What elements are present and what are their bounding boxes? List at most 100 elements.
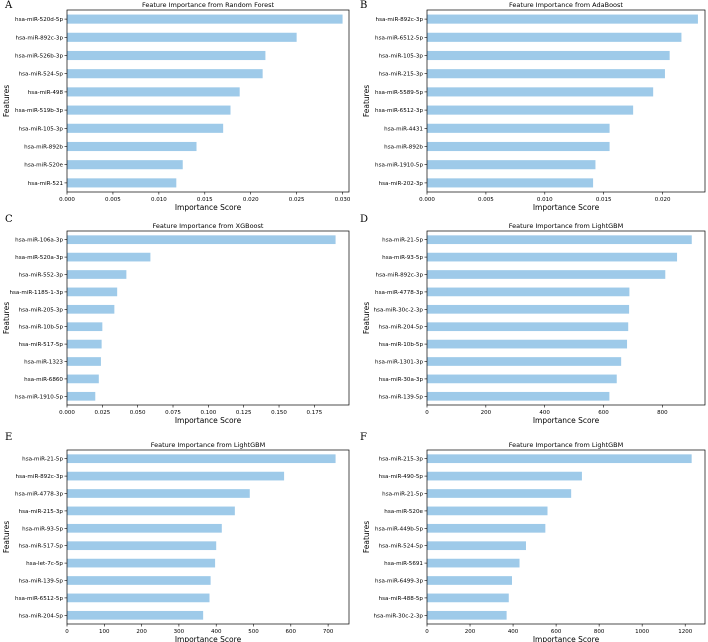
- y-tick-label: hsa-miR-5589-5p: [375, 90, 423, 96]
- y-tick-label: hsa-miR-215-3p: [379, 72, 424, 78]
- x-tick-label: 0.175: [306, 410, 322, 416]
- y-tick-label: hsa-miR-892b: [384, 145, 423, 151]
- x-tick-label: 800: [594, 629, 605, 635]
- y-tick-label: hsa-miR-93-5p: [22, 526, 63, 532]
- x-tick-label: 700: [323, 629, 334, 635]
- bar: [67, 374, 99, 384]
- panel-letter: A: [4, 0, 13, 11]
- y-tick-label: hsa-miR-519b-3p: [15, 108, 63, 114]
- x-tick-label: 200: [481, 410, 492, 416]
- bar: [67, 357, 101, 366]
- x-axis-label: Importance Score: [533, 203, 600, 212]
- plot-frame: [426, 449, 706, 625]
- y-tick-label: hsa-miR-892c-3p: [16, 474, 64, 480]
- bar: [67, 322, 103, 332]
- bar: [427, 178, 594, 188]
- bar: [67, 339, 102, 349]
- bar: [427, 391, 610, 401]
- bar: [427, 454, 692, 464]
- x-tick-label: 300: [174, 629, 185, 635]
- x-tick-label: 0.015: [596, 197, 612, 203]
- y-tick-label: hsa-let-7c-5p: [26, 561, 63, 567]
- x-tick-label: 400: [211, 629, 222, 635]
- y-tick-label: hsa-miR-892c-3p: [376, 273, 424, 279]
- bar: [67, 235, 336, 245]
- bar: [67, 69, 263, 79]
- y-tick-label: hsa-miR-10b-5p: [19, 325, 64, 331]
- bar: [427, 541, 526, 551]
- bar: [427, 87, 654, 97]
- bar: [427, 489, 572, 498]
- x-tick-label: 0.020: [655, 197, 671, 203]
- y-tick-label: hsa-miR-215-3p: [379, 457, 424, 463]
- bar: [67, 141, 197, 152]
- panel-b: B Feature Importance from AdaBoost hsa-miR…: [360, 0, 706, 212]
- x-tick-label: 0.075: [165, 410, 181, 416]
- y-tick-label: hsa-miR-552-3p: [19, 273, 64, 279]
- y-axis-label: Features: [362, 85, 371, 117]
- y-axis-label: Features: [362, 521, 371, 553]
- panel-letter: D: [360, 214, 368, 225]
- bar: [67, 160, 183, 170]
- y-tick-label: hsa-miR-6512-3p: [375, 108, 423, 114]
- panel-title: Feature Importance from AdaBoost: [509, 1, 623, 9]
- plot-frame: [66, 230, 350, 406]
- y-tick-label: hsa-miR-205-3p: [19, 307, 64, 313]
- panel-letter: F: [360, 432, 367, 443]
- x-tick-label: 500: [248, 629, 259, 635]
- x-tick-label: 0.150: [271, 410, 287, 416]
- y-tick-label: hsa-miR-1910-5p: [375, 163, 423, 169]
- y-tick-label: hsa-miR-520a-3p: [15, 255, 63, 261]
- bar: [67, 506, 235, 516]
- bar: [67, 14, 343, 24]
- y-tick-label: hsa-miR-30c-2-3p: [374, 613, 424, 619]
- bar: [67, 610, 204, 620]
- y-tick-label: hsa-miR-10b-5p: [379, 342, 424, 348]
- y-tick-label: hsa-miR-6512-5p: [375, 35, 423, 41]
- panel-title: Feature Importance from LightGBM: [509, 222, 623, 230]
- bar: [67, 105, 231, 115]
- bar: [427, 593, 509, 603]
- bar: [67, 558, 216, 568]
- y-tick-label: hsa-miR-215-3p: [19, 509, 64, 515]
- bar: [67, 304, 115, 314]
- y-tick-label: hsa-miR-106a-3p: [15, 238, 63, 244]
- x-tick-label: 0.015: [197, 197, 213, 203]
- y-tick-label: hsa-miR-21-5p: [382, 238, 423, 244]
- y-tick-label: hsa-miR-892c-3p: [16, 35, 64, 41]
- x-tick-label: 800: [657, 410, 668, 416]
- bar: [427, 610, 507, 620]
- y-tick-label: hsa-miR-521: [28, 181, 64, 187]
- bar: [427, 374, 617, 384]
- x-tick-label: 0.005: [105, 197, 121, 203]
- bar: [427, 252, 678, 262]
- x-tick-label: 100: [99, 629, 110, 635]
- x-tick-label: 0.005: [478, 197, 494, 203]
- bar: [67, 270, 127, 279]
- y-tick-label: hsa-miR-4778-3p: [15, 492, 63, 498]
- plot-frame: [66, 9, 350, 193]
- plot-frame: [426, 230, 706, 406]
- panel-title: Feature Importance from XGBoost: [153, 222, 264, 230]
- bar: [427, 287, 630, 297]
- y-tick-label: hsa-miR-498: [28, 90, 64, 96]
- x-tick-label: 0.000: [59, 410, 75, 416]
- y-tick-label: hsa-miR-204-5p: [19, 613, 64, 619]
- x-tick-label: 0.010: [537, 197, 553, 203]
- x-tick-label: 0.000: [419, 197, 435, 203]
- x-tick-label: 0.020: [243, 197, 259, 203]
- x-tick-label: 600: [551, 629, 562, 635]
- y-tick-label: hsa-miR-526b-3p: [15, 54, 63, 60]
- panel-d: D Feature Importance from LightGBM hsa-miR…: [360, 214, 706, 425]
- x-tick-label: 0.100: [200, 410, 216, 416]
- y-tick-label: hsa-miR-1301-3p: [375, 360, 423, 366]
- bar: [427, 235, 692, 245]
- y-tick-label: hsa-miR-488-5p: [379, 596, 424, 602]
- bar: [427, 576, 512, 585]
- y-tick-label: hsa-miR-6860: [24, 377, 63, 383]
- y-tick-label: hsa-miR-1910-5p: [15, 394, 63, 400]
- x-axis-label: Importance Score: [175, 635, 242, 642]
- panel-f: F Feature Importance from LightGBM hsa-miR…: [360, 432, 706, 642]
- bar: [427, 270, 666, 279]
- bar: [427, 69, 665, 79]
